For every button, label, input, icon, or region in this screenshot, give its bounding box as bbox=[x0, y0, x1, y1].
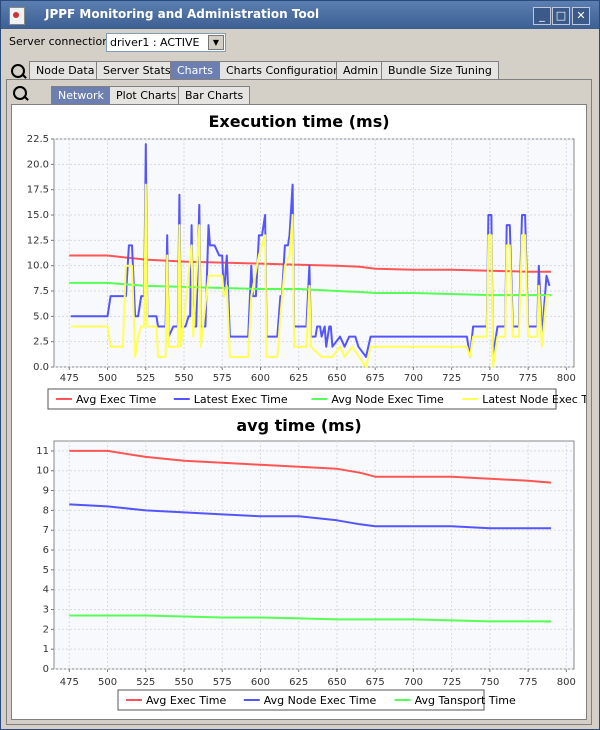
chevron-down-icon[interactable]: ▼ bbox=[208, 35, 224, 50]
x-tick-label: 725 bbox=[442, 373, 461, 384]
legend-label: Latest Exec Time bbox=[194, 393, 288, 406]
y-tick-label: 0 bbox=[43, 664, 49, 675]
network-charts-panel: Execution time (ms) 475 500 525 550 575 600 625… bbox=[11, 104, 587, 720]
x-tick-label: 575 bbox=[213, 373, 232, 384]
legend-label: Avg Node Exec Time bbox=[264, 694, 377, 707]
x-tick-label: 475 bbox=[60, 677, 79, 688]
tab-server-stats[interactable]: Server Stats bbox=[96, 61, 178, 79]
x-tick-label: 600 bbox=[251, 373, 270, 384]
y-tick-label: 1 bbox=[43, 644, 49, 655]
server-connection-label: Server connection bbox=[9, 35, 110, 48]
y-tick-label: 17.5 bbox=[27, 185, 49, 196]
series-line-avg-node-exec-time bbox=[69, 503, 552, 530]
chart-legend bbox=[117, 689, 485, 711]
x-tick-label: 475 bbox=[60, 373, 79, 384]
plot-area bbox=[53, 440, 575, 670]
x-tick-label: 625 bbox=[289, 373, 308, 384]
y-tick-label: 8 bbox=[43, 505, 49, 516]
series-line-avg-tansport-time bbox=[69, 614, 552, 623]
tab-charts[interactable]: Charts bbox=[170, 61, 220, 79]
legend-label: Latest Node Exec Time bbox=[482, 393, 586, 406]
y-tick-label: 12.5 bbox=[27, 235, 49, 246]
chart-legend bbox=[47, 388, 557, 410]
charts-canvas: Execution time (ms)475 500 525 550 575 600 625… bbox=[27, 112, 586, 711]
y-tick-label: 11 bbox=[36, 446, 49, 457]
x-tick-label: 750 bbox=[480, 677, 499, 688]
java-app-icon bbox=[9, 7, 25, 25]
search-icon[interactable] bbox=[11, 64, 25, 78]
tab-charts-configuration[interactable]: Charts Configuration bbox=[219, 61, 348, 79]
x-tick-label: 500 bbox=[98, 373, 117, 384]
y-tick-label: 7 bbox=[43, 525, 49, 536]
search-icon[interactable] bbox=[13, 86, 27, 100]
x-tick-label: 700 bbox=[404, 373, 423, 384]
x-tick-label: 550 bbox=[174, 677, 193, 688]
x-tick-label: 650 bbox=[327, 677, 346, 688]
subtab-network[interactable]: Network bbox=[51, 86, 111, 104]
y-tick-label: 2.5 bbox=[33, 337, 49, 348]
y-tick-label: 5.0 bbox=[33, 311, 49, 322]
x-tick-label: 625 bbox=[289, 677, 308, 688]
server-connection-select[interactable]: driver1 : ACTIVE ▼ bbox=[106, 33, 226, 52]
y-tick-label: 4 bbox=[43, 585, 49, 596]
legend-label: Avg Tansport Time bbox=[415, 694, 516, 707]
x-tick-label: 725 bbox=[442, 677, 461, 688]
legend-label: Avg Exec Time bbox=[146, 694, 226, 707]
server-connection-value: driver1 : ACTIVE bbox=[110, 36, 200, 49]
x-tick-label: 525 bbox=[136, 677, 155, 688]
tab-admin[interactable]: Admin bbox=[336, 61, 386, 79]
subtab-plot-charts[interactable]: Plot Charts bbox=[109, 86, 184, 104]
chart-title: Execution time (ms) bbox=[208, 112, 389, 131]
x-tick-label: 525 bbox=[136, 373, 155, 384]
x-tick-label: 700 bbox=[404, 677, 423, 688]
y-tick-label: 15.0 bbox=[27, 210, 49, 221]
x-tick-label: 600 bbox=[251, 677, 270, 688]
y-tick-label: 9 bbox=[43, 486, 49, 497]
series-line-latest-node-exec-time bbox=[70, 183, 550, 368]
y-tick-label: 3 bbox=[43, 605, 49, 616]
x-tick-label: 750 bbox=[480, 373, 499, 384]
legend-label: Avg Node Exec Time bbox=[331, 393, 444, 406]
x-tick-label: 800 bbox=[557, 677, 576, 688]
x-tick-label: 550 bbox=[174, 373, 193, 384]
y-tick-label: 20.0 bbox=[27, 159, 49, 170]
tab-bundle-size-tuning[interactable]: Bundle Size Tuning bbox=[381, 61, 499, 79]
series-line-avg-exec-time bbox=[69, 254, 552, 273]
y-tick-label: 10.0 bbox=[27, 261, 49, 272]
series-line-avg-exec-time bbox=[69, 449, 552, 484]
x-tick-label: 500 bbox=[98, 677, 117, 688]
y-tick-label: 2 bbox=[43, 624, 49, 635]
y-tick-label: 10 bbox=[36, 466, 49, 477]
charts-panel: Network Plot Charts Bar Charts Execution… bbox=[6, 79, 592, 725]
title-bar[interactable]: JPPF Monitoring and Administration Tool … bbox=[1, 1, 599, 29]
x-tick-label: 675 bbox=[366, 677, 385, 688]
maximize-button[interactable]: □ bbox=[552, 7, 570, 25]
x-tick-label: 675 bbox=[366, 373, 385, 384]
x-tick-label: 575 bbox=[213, 677, 232, 688]
y-tick-label: 0.0 bbox=[33, 362, 49, 373]
x-tick-label: 775 bbox=[519, 373, 538, 384]
chart-title: avg time (ms) bbox=[236, 416, 361, 435]
minimize-button[interactable]: _ bbox=[533, 7, 551, 25]
window-title: JPPF Monitoring and Administration Tool bbox=[45, 7, 320, 21]
series-line-avg-node-exec-time bbox=[69, 281, 552, 297]
x-tick-label: 800 bbox=[557, 373, 576, 384]
legend-label: Avg Exec Time bbox=[76, 393, 156, 406]
y-tick-label: 7.5 bbox=[33, 286, 49, 297]
close-button[interactable]: ✕ bbox=[572, 7, 590, 25]
subtab-bar-charts[interactable]: Bar Charts bbox=[178, 86, 251, 104]
y-tick-label: 5 bbox=[43, 565, 49, 576]
x-tick-label: 775 bbox=[519, 677, 538, 688]
x-tick-label: 650 bbox=[327, 373, 346, 384]
y-tick-label: 22.5 bbox=[27, 134, 49, 145]
y-tick-label: 6 bbox=[43, 545, 49, 556]
tab-node-data[interactable]: Node Data bbox=[29, 61, 102, 79]
